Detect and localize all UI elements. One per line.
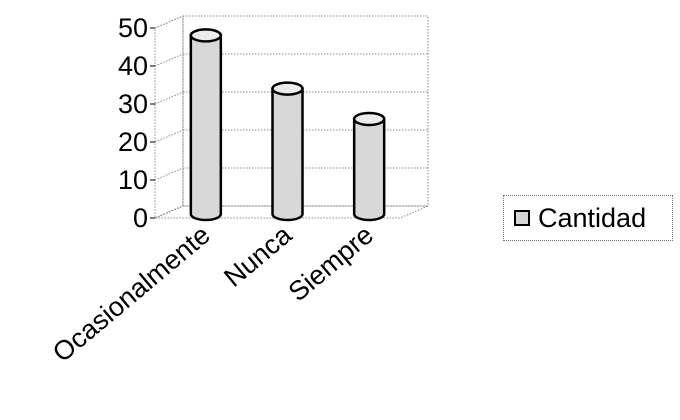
gridline-side xyxy=(154,205,184,219)
side-wall xyxy=(154,15,184,219)
y-tick-label: 40 xyxy=(118,51,148,81)
y-tick-label: 30 xyxy=(118,89,148,119)
bar-top xyxy=(189,28,223,43)
bar-top xyxy=(271,81,304,96)
x-tick-label: Ocasionalmente xyxy=(47,220,216,368)
legend-swatch xyxy=(514,210,530,226)
gridline-side xyxy=(154,129,184,143)
bar xyxy=(352,117,386,222)
gridline-side xyxy=(154,167,184,181)
legend: Cantidad xyxy=(503,195,673,241)
gridline-side xyxy=(154,91,184,105)
y-tick-label: 10 xyxy=(118,165,148,195)
y-tick-label: 20 xyxy=(118,127,148,157)
x-tick-label: Siempre xyxy=(283,220,379,308)
gridline-side xyxy=(154,15,184,29)
floor xyxy=(154,205,429,219)
bar xyxy=(189,34,223,222)
bar-top xyxy=(352,111,386,127)
y-tick-label: 0 xyxy=(133,203,148,233)
y-tick-label: 50 xyxy=(118,13,148,43)
legend-label: Cantidad xyxy=(538,202,647,233)
bar xyxy=(271,87,304,222)
back-wall xyxy=(182,15,429,207)
gridline-side xyxy=(154,53,184,67)
